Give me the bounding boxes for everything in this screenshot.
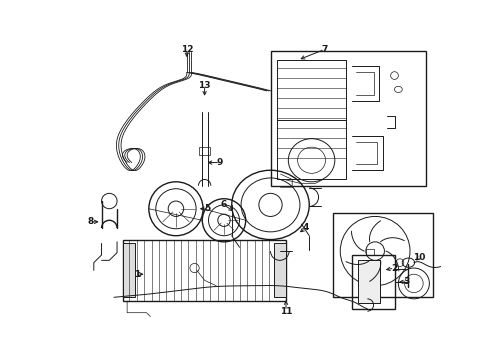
Bar <box>123 239 286 301</box>
Text: 11: 11 <box>280 307 292 316</box>
Text: 4: 4 <box>302 224 309 233</box>
Text: 2: 2 <box>392 264 397 273</box>
Bar <box>277 60 346 180</box>
Text: 3: 3 <box>403 278 409 287</box>
Text: 8: 8 <box>88 217 94 226</box>
Text: 9: 9 <box>217 158 223 167</box>
Text: 1: 1 <box>134 270 140 279</box>
Text: 10: 10 <box>413 253 425 262</box>
Bar <box>199 147 210 155</box>
Bar <box>123 243 135 297</box>
Bar <box>352 255 394 309</box>
Text: 5: 5 <box>204 204 210 213</box>
Text: 6: 6 <box>221 201 227 210</box>
Bar <box>270 51 425 186</box>
Bar <box>358 260 380 303</box>
Bar <box>274 243 286 297</box>
Bar <box>333 213 433 297</box>
Text: 13: 13 <box>198 81 211 90</box>
Text: 12: 12 <box>180 45 193 54</box>
Text: 7: 7 <box>321 45 328 54</box>
